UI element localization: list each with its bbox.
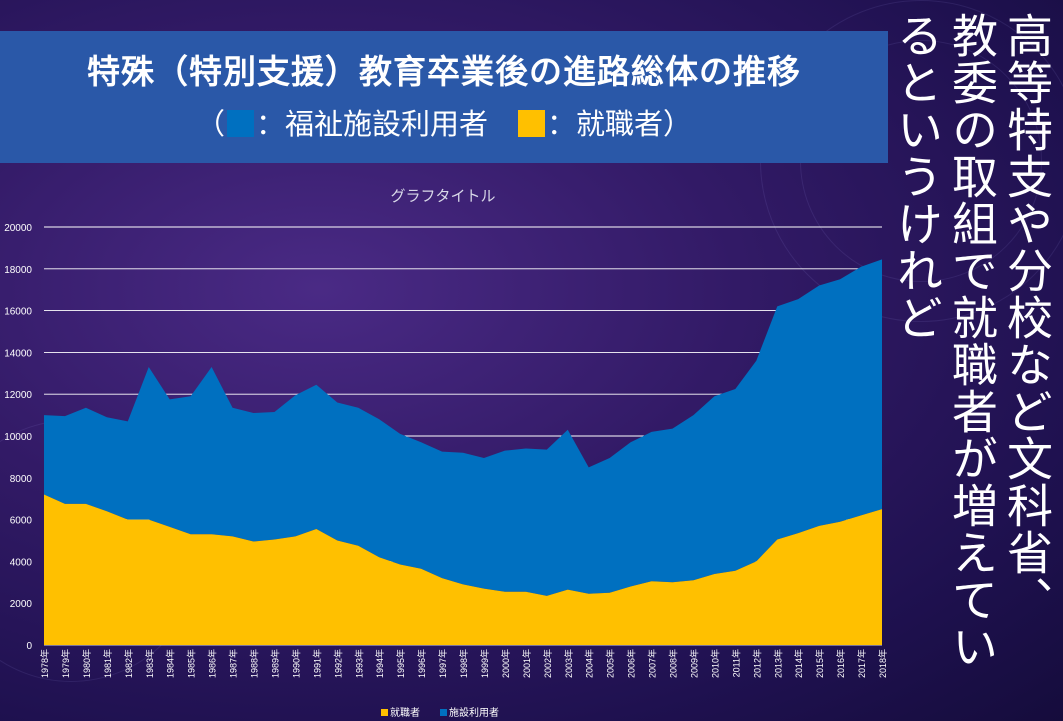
x-tick-label: 1999年 [479, 649, 490, 678]
y-axis-ticks: 0 2000 4000 6000 8000 10000 12000 14000 16000 180… [4, 223, 32, 652]
subtitle-welfare: ：福祉施設利用者 [255, 107, 488, 141]
x-tick-label: 2016年 [835, 649, 846, 678]
y-tick-label: 18000 [4, 265, 32, 276]
x-tick-label: 2005年 [605, 649, 616, 678]
x-tick-label: 1995年 [395, 649, 406, 678]
y-tick-label: 12000 [4, 390, 32, 401]
x-tick-label: 2000年 [500, 649, 511, 678]
subtitle-open-paren: （ [195, 107, 225, 141]
area-chart: グラフタイトル 0 2000 4000 6000 8000 10000 12000 14000… [4, 188, 888, 719]
subtitle-close-paren: ） [663, 107, 693, 141]
y-tick-label: 2000 [10, 599, 33, 610]
legend: 就職者 施設利用者 [381, 706, 499, 719]
slide-subtitle: （ ：福祉施設利用者 ：就職者） [0, 101, 888, 143]
y-tick-label: 20000 [4, 223, 32, 234]
side-text-line-1: 高等特支や分校など文科省、 [1000, 12, 1054, 623]
x-tick-label: 2018年 [877, 649, 888, 678]
x-tick-label: 1997年 [437, 649, 448, 678]
x-tick-label: 2009年 [688, 649, 699, 678]
side-text-line-2: 教委の取組で就職者が増えてい [945, 12, 999, 670]
x-axis-ticks: 1978年 1979年 1980年 1981年 1982年 1983年 1984年 1985年… [39, 649, 888, 678]
x-tick-label: 1981年 [102, 649, 113, 678]
y-tick-label: 6000 [10, 516, 33, 527]
x-tick-label: 1979年 [60, 649, 71, 678]
chart-title: グラフタイトル [390, 188, 495, 205]
legend-swatch-employed [381, 709, 388, 716]
title-banner: 特殊（特別支援）教育卒業後の進路総体の推移 （ ：福祉施設利用者 ：就職者） [0, 31, 888, 163]
x-tick-label: 1983年 [144, 649, 155, 678]
x-tick-label: 2015年 [814, 649, 825, 678]
legend-swatch-welfare [440, 709, 447, 716]
x-tick-label: 1987年 [228, 649, 239, 678]
x-tick-label: 2012年 [751, 649, 762, 678]
x-tick-label: 1985年 [186, 649, 197, 678]
subtitle-employed: ：就職者 [547, 107, 664, 141]
x-tick-label: 1993年 [353, 649, 364, 678]
x-tick-label: 1991年 [311, 649, 322, 678]
x-tick-label: 1988年 [249, 649, 260, 678]
x-tick-label: 2014年 [793, 649, 804, 678]
welfare-color-swatch [226, 110, 254, 137]
x-tick-label: 2013年 [772, 649, 783, 678]
x-tick-label: 1989年 [269, 649, 280, 678]
x-tick-label: 2003年 [563, 649, 574, 678]
employed-color-swatch [518, 110, 545, 137]
x-tick-label: 1990年 [290, 649, 301, 678]
x-tick-label: 2010年 [709, 649, 720, 678]
x-tick-label: 2004年 [584, 649, 595, 678]
x-tick-label: 1984年 [165, 649, 176, 678]
series-area-employed [44, 494, 882, 645]
x-tick-label: 1992年 [332, 649, 343, 678]
x-tick-label: 2011年 [730, 649, 741, 677]
x-tick-label: 2001年 [521, 649, 532, 678]
x-tick-label: 2007年 [647, 649, 658, 678]
x-tick-label: 2017年 [856, 649, 867, 678]
y-tick-label: 16000 [4, 307, 32, 318]
x-tick-label: 1986年 [207, 649, 218, 678]
x-tick-label: 2006年 [626, 649, 637, 678]
legend-label-welfare: 施設利用者 [449, 706, 499, 719]
x-tick-label: 1978年 [39, 649, 50, 678]
data-areas [44, 259, 882, 645]
y-tick-label: 8000 [10, 474, 33, 485]
x-tick-label: 1996年 [416, 649, 427, 678]
x-tick-label: 1994年 [374, 649, 385, 678]
x-tick-label: 1998年 [458, 649, 469, 678]
y-tick-label: 14000 [4, 348, 32, 359]
legend-label-employed: 就職者 [390, 706, 420, 719]
x-tick-label: 1982年 [123, 649, 134, 678]
y-tick-label: 10000 [4, 432, 32, 443]
side-text-line-3: るというけれど [890, 12, 944, 341]
series-area-welfare [44, 259, 882, 596]
y-tick-label: 4000 [10, 557, 33, 568]
x-tick-label: 2002年 [542, 649, 553, 678]
y-tick-label: 0 [26, 641, 32, 652]
x-tick-label: 1980年 [81, 649, 92, 678]
slide-title: 特殊（特別支援）教育卒業後の進路総体の推移 [87, 52, 801, 91]
x-tick-label: 2008年 [668, 649, 679, 678]
